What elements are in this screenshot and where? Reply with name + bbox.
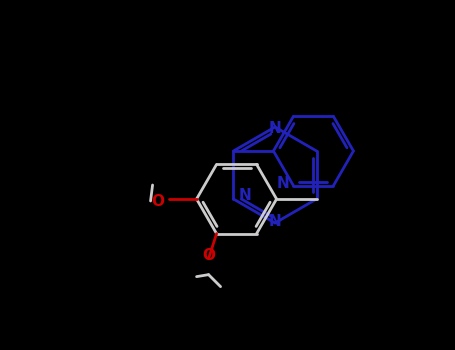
- Text: N: N: [268, 121, 281, 136]
- Text: N: N: [238, 188, 251, 203]
- Text: N: N: [277, 176, 289, 191]
- Text: O: O: [152, 194, 165, 209]
- Text: O: O: [202, 248, 215, 262]
- Text: N: N: [268, 214, 281, 229]
